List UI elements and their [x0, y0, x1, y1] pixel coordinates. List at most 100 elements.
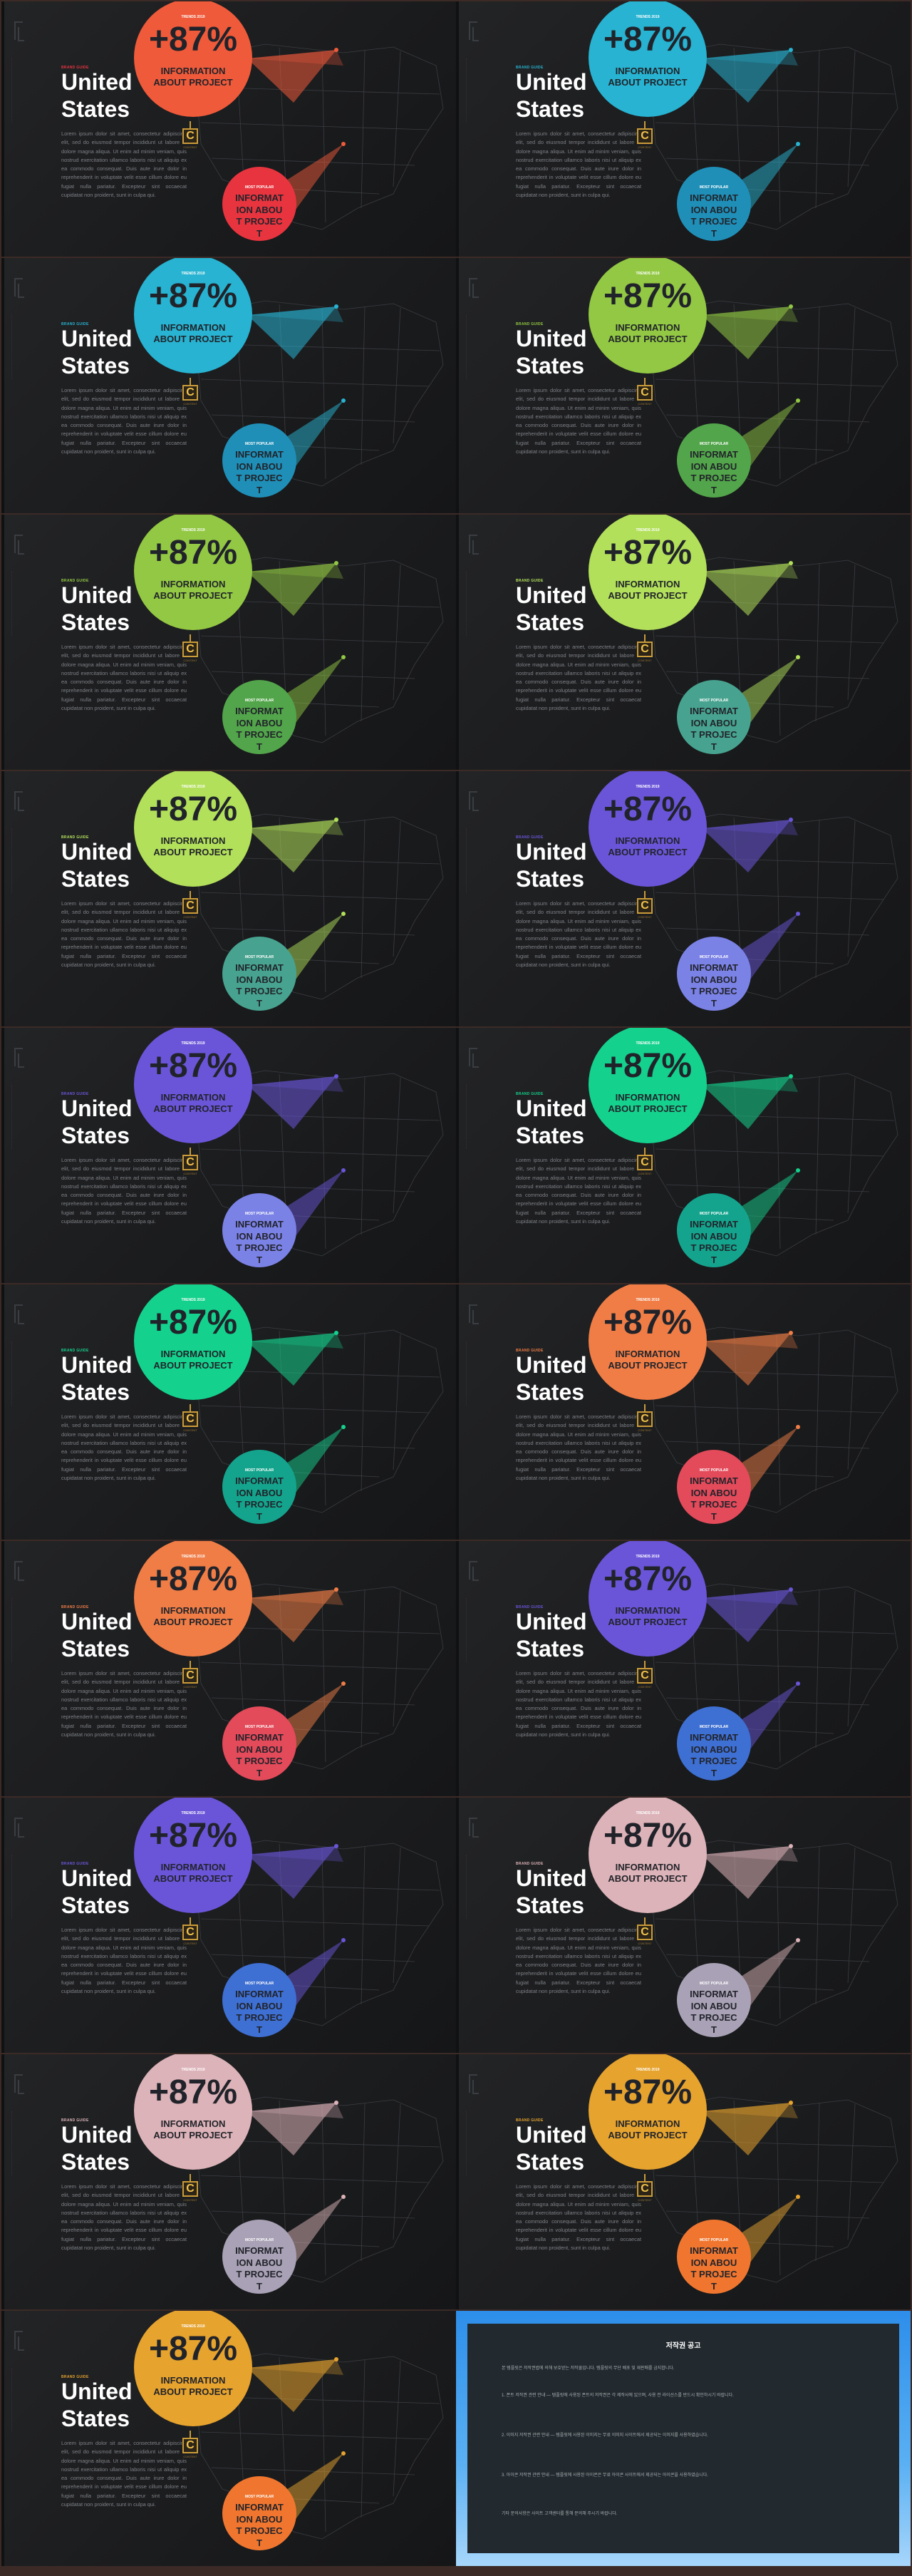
slide-thumbnail[interactable]: BRAND GUIDE United States Lorem ipsum dolor… [456, 1798, 911, 2053]
info-circle: MOST POPULAR INFORMATION ABOUT PROJECT [677, 1450, 751, 1524]
title-line-2: States [516, 1636, 585, 1661]
big-kicker: TRENDS 2019 [181, 2068, 205, 2072]
small-kicker: MOST POPULAR [244, 2238, 274, 2242]
title-line-2: States [61, 1636, 130, 1661]
brand-label: BRAND GUIDE [61, 2118, 89, 2123]
slide-thumbnail[interactable]: BRAND GUIDE United States Lorem ipsum dolor… [456, 515, 911, 770]
slide-title: United States [61, 1351, 133, 1406]
slide-thumbnail[interactable]: BRAND GUIDE United States Lorem ipsum dolor… [1, 771, 456, 1026]
slide-title: United States [61, 582, 133, 636]
notice-paragraph: 3. 아이콘 저작권 관련 안내 — 템플릿에 사용된 아이콘은 무료 아이콘 … [502, 2473, 708, 2478]
title-line-2: States [61, 2406, 130, 2431]
slide-thumbnail[interactable]: BRAND GUIDE United States Lorem ipsum dolor… [1, 515, 456, 770]
badge-caption: CONTENT [183, 145, 197, 149]
big-kicker: TRENDS 2019 [636, 1298, 660, 1302]
slide-body-text: Lorem ipsum dolor sit amet, consectetur … [516, 1670, 641, 1738]
badge-letter: C [182, 1155, 198, 1170]
slide-body-text: Lorem ipsum dolor sit amet, consectetur … [61, 2440, 187, 2508]
percent-circle: TRENDS 2019 +87% INFORMATION ABOUT PROJECT [134, 2311, 252, 2426]
brand-label: BRAND GUIDE [61, 1862, 89, 1866]
brand-logo-icon [14, 791, 24, 811]
badge-letter: C [637, 385, 653, 401]
brand-label: BRAND GUIDE [516, 1349, 544, 1353]
percent-circle: TRENDS 2019 +87% INFORMATION ABOUT PROJECT [589, 1028, 707, 1143]
slide-thumbnail[interactable]: BRAND GUIDE United States Lorem ipsum dolor… [456, 1028, 911, 1283]
small-kicker: MOST POPULAR [244, 1468, 274, 1473]
title-line-2: States [61, 353, 130, 378]
slide-body-text: Lorem ipsum dolor sit amet, consectetur … [516, 1413, 641, 1482]
vertical-divider [11, 1341, 18, 1406]
title-line-2: States [61, 1379, 130, 1405]
big-info: INFORMATION ABOUT PROJECT [608, 322, 688, 344]
vertical-divider [466, 1855, 472, 1919]
slide-thumbnail[interactable]: BRAND GUIDE United States Lorem ipsum dolor… [456, 1541, 911, 1796]
c-badge-icon: C CONTENT [637, 1404, 653, 1436]
slide-edge [1, 258, 4, 513]
percent-value: +87% [603, 2073, 693, 2111]
slide-body-text: Lorem ipsum dolor sit amet, consectetur … [61, 900, 187, 969]
slide-edge [1, 2054, 4, 2309]
big-info: INFORMATION ABOUT PROJECT [608, 1862, 688, 1884]
badge-caption: CONTENT [183, 402, 197, 406]
small-info: INFORMATION ABOUT PROJECT [690, 1989, 738, 2035]
slide-thumbnail[interactable]: BRAND GUIDE United States Lorem ipsum dolor… [1, 1284, 456, 1540]
slide-title: United States [516, 838, 587, 892]
small-kicker: MOST POPULAR [699, 1468, 729, 1473]
title-line-2: States [516, 609, 585, 635]
title-line-1: United [516, 69, 587, 95]
big-kicker: TRENDS 2019 [181, 272, 205, 276]
small-info: INFORMATION ABOUT PROJECT [235, 192, 284, 239]
brand-logo-icon [469, 1561, 479, 1581]
slide-thumbnail[interactable]: BRAND GUIDE United States Lorem ipsum dolor… [456, 1284, 911, 1540]
small-kicker: MOST POPULAR [244, 1982, 274, 1986]
slide-thumbnail[interactable]: BRAND GUIDE United States Lorem ipsum dolor… [1, 258, 456, 513]
small-kicker: MOST POPULAR [699, 1212, 729, 1216]
big-info: INFORMATION ABOUT PROJECT [153, 1092, 233, 1114]
slide-thumbnail[interactable]: BRAND GUIDE United States Lorem ipsum dolor… [1, 1541, 456, 1796]
slide-thumbnail[interactable]: BRAND GUIDE United States Lorem ipsum dolor… [1, 2054, 456, 2309]
title-line-1: United [61, 69, 133, 95]
percent-circle: TRENDS 2019 +87% INFORMATION ABOUT PROJECT [589, 2054, 707, 2170]
copyright-notice-slide[interactable]: 저작권 공고 본 템플릿은 저작권법에 의해 보호받는 저작물입니다. 템플릿의 … [456, 2311, 911, 2566]
big-info: INFORMATION ABOUT PROJECT [153, 579, 233, 601]
brand-label: BRAND GUIDE [516, 835, 544, 840]
small-info: INFORMATION ABOUT PROJECT [690, 706, 738, 752]
small-info: INFORMATION ABOUT PROJECT [235, 2245, 284, 2292]
slide-body-text: Lorem ipsum dolor sit amet, consectetur … [516, 1927, 641, 1995]
info-circle: MOST POPULAR INFORMATION ABOUT PROJECT [677, 937, 751, 1011]
vertical-divider [466, 1085, 472, 1149]
vertical-divider [466, 1598, 472, 1662]
small-kicker: MOST POPULAR [699, 185, 729, 190]
big-kicker: TRENDS 2019 [181, 1811, 205, 1815]
vertical-divider [11, 315, 18, 379]
notice-panel: 저작권 공고 본 템플릿은 저작권법에 의해 보호받는 저작물입니다. 템플릿의 … [467, 2324, 899, 2553]
slide-thumbnail[interactable]: BRAND GUIDE United States Lorem ipsum dolor… [456, 1, 911, 257]
slide-title: United States [61, 1095, 133, 1149]
slide-thumbnail[interactable]: BRAND GUIDE United States Lorem ipsum dolor… [456, 258, 911, 513]
vertical-divider [466, 828, 472, 892]
big-kicker: TRENDS 2019 [181, 785, 205, 789]
percent-circle: TRENDS 2019 +87% INFORMATION ABOUT PROJECT [589, 771, 707, 887]
slide-thumbnail[interactable]: BRAND GUIDE United States Lorem ipsum dolor… [1, 2311, 456, 2566]
percent-circle: TRENDS 2019 +87% INFORMATION ABOUT PROJECT [134, 1284, 252, 1400]
percent-circle: TRENDS 2019 +87% INFORMATION ABOUT PROJECT [134, 1541, 252, 1657]
slide-edge [456, 1284, 459, 1540]
slide-thumbnail[interactable]: BRAND GUIDE United States Lorem ipsum dolor… [1, 1028, 456, 1283]
slide-thumbnail[interactable]: BRAND GUIDE United States Lorem ipsum dolor… [456, 771, 911, 1026]
badge-letter: C [637, 2181, 653, 2197]
c-badge-icon: C CONTENT [637, 1148, 653, 1179]
badge-caption: CONTENT [638, 1428, 652, 1432]
slide-thumbnail[interactable]: BRAND GUIDE United States Lorem ipsum dolor… [1, 1798, 456, 2053]
slide-thumbnail[interactable]: BRAND GUIDE United States Lorem ipsum dolor… [456, 2054, 911, 2309]
brand-label: BRAND GUIDE [516, 322, 544, 326]
big-kicker: TRENDS 2019 [636, 1811, 660, 1815]
small-info: INFORMATION ABOUT PROJECT [235, 962, 284, 1009]
title-line-2: States [516, 1123, 585, 1148]
slide-thumbnail[interactable]: BRAND GUIDE United States Lorem ipsum dolor… [1, 1, 456, 257]
badge-letter: C [182, 1668, 198, 1684]
badge-caption: CONTENT [183, 1942, 197, 1945]
big-info: INFORMATION ABOUT PROJECT [608, 835, 688, 857]
info-circle: MOST POPULAR INFORMATION ABOUT PROJECT [222, 680, 296, 754]
title-line-2: States [61, 96, 130, 122]
big-kicker: TRENDS 2019 [181, 1041, 205, 1046]
